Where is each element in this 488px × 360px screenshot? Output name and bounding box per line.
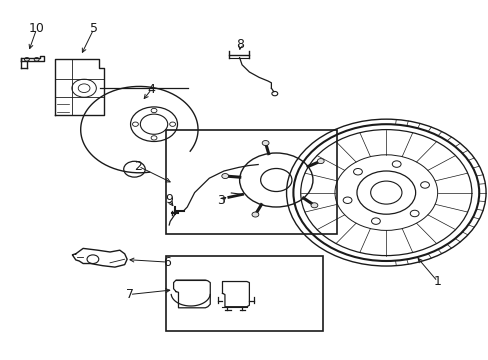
Circle shape (310, 203, 317, 208)
Circle shape (317, 158, 324, 163)
Circle shape (262, 140, 268, 145)
Circle shape (222, 174, 228, 179)
Text: 3: 3 (217, 194, 224, 207)
Text: 10: 10 (29, 22, 44, 35)
Text: 2: 2 (134, 160, 142, 173)
Text: 1: 1 (433, 275, 441, 288)
Circle shape (251, 212, 258, 217)
Text: 8: 8 (236, 39, 244, 51)
Text: 7: 7 (125, 288, 133, 301)
Text: 4: 4 (147, 83, 155, 96)
Bar (166, 130, 337, 234)
Text: 5: 5 (90, 22, 98, 35)
Text: 6: 6 (163, 256, 171, 269)
Bar (166, 256, 322, 331)
Text: 9: 9 (164, 193, 172, 206)
